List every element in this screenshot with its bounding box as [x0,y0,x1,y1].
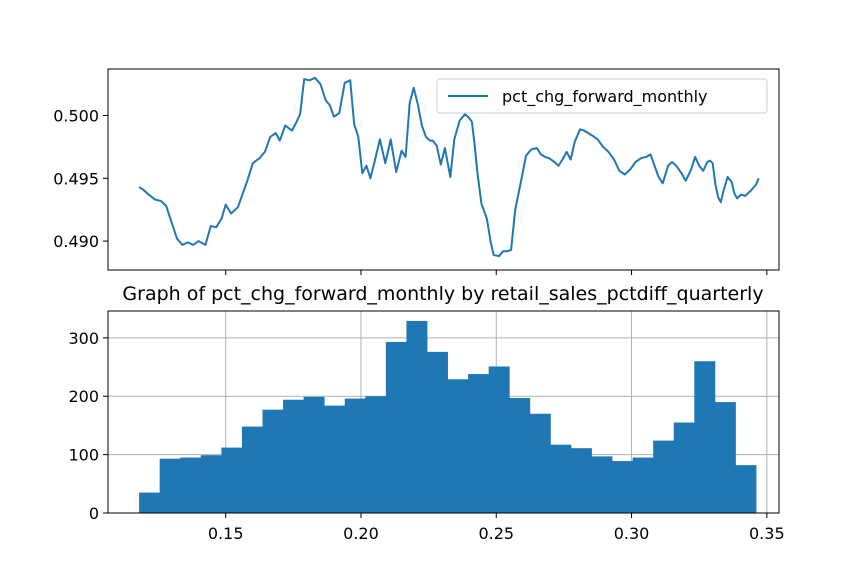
histogram-bar [735,465,757,513]
histogram-y-axis-ticks: 0 100 200 300 [68,329,108,523]
line-chart-panel: 0.490 0.495 0.500 pct_chg_forward_monthly [53,68,780,275]
histogram-x-tick-label: 0.35 [749,524,785,543]
histogram-title: Graph of pct_chg_forward_monthly by reta… [122,283,763,305]
histogram-bar [529,413,551,513]
histogram-bar [385,341,407,513]
histogram-plot-frame [107,310,780,514]
legend-box [436,78,768,114]
histogram-bar [673,422,695,513]
histogram-x-tick-label: 0.30 [614,524,650,543]
histogram-bar [406,320,428,513]
histogram-bar [262,409,284,513]
histogram-bar [139,492,161,513]
histogram-bar [653,440,675,513]
histogram-bar [426,351,448,513]
histogram-bar [221,447,243,513]
line-legend: pct_chg_forward_monthly [436,78,768,114]
histogram-bar [550,444,572,513]
line-plot-frame [107,68,780,271]
histogram-bar [200,455,222,513]
line-y-axis-ticks: 0.490 0.495 0.500 [53,106,108,251]
histogram-bar [509,397,531,513]
histogram-bar [612,461,634,513]
histogram-bar [570,448,592,513]
legend-label: pct_chg_forward_monthly [502,87,708,107]
histogram-y-tick-label: 300 [68,329,99,348]
histogram-bar [714,402,736,513]
histogram-y-tick-label: 200 [68,387,99,406]
histogram-bar [694,361,716,513]
histogram-bar [632,457,654,513]
histogram-bar [283,399,305,513]
histogram-y-tick-label: 100 [68,446,99,465]
histogram-y-tick-label: 0 [89,504,99,523]
histogram-x-tick-label: 0.15 [208,524,244,543]
histogram-bar [468,374,490,513]
histogram-bar [591,456,613,513]
line-y-tick-label: 0.490 [53,232,99,251]
histogram-bar [488,366,510,513]
histogram-bars [139,320,757,513]
line-y-tick-label: 0.500 [53,106,99,125]
line-y-tick-label: 0.495 [53,169,99,188]
histogram-bar [344,398,366,513]
histogram-bar [241,426,263,513]
histogram-panel: Graph of pct_chg_forward_monthly by reta… [68,283,784,543]
histogram-bar [447,379,469,513]
line-series-group [138,76,760,258]
histogram-bar [303,396,325,513]
histogram-x-axis-ticks: 0.15 0.20 0.25 0.30 0.35 [208,513,785,543]
histogram-x-tick-label: 0.20 [343,524,379,543]
line-series-path [138,76,760,258]
histogram-bar [365,396,387,513]
histogram-x-tick-label: 0.25 [478,524,514,543]
histogram-bar [324,405,346,513]
line-x-axis-ticks [225,270,768,275]
histogram-bar [159,458,181,513]
histogram-bar [180,457,202,513]
